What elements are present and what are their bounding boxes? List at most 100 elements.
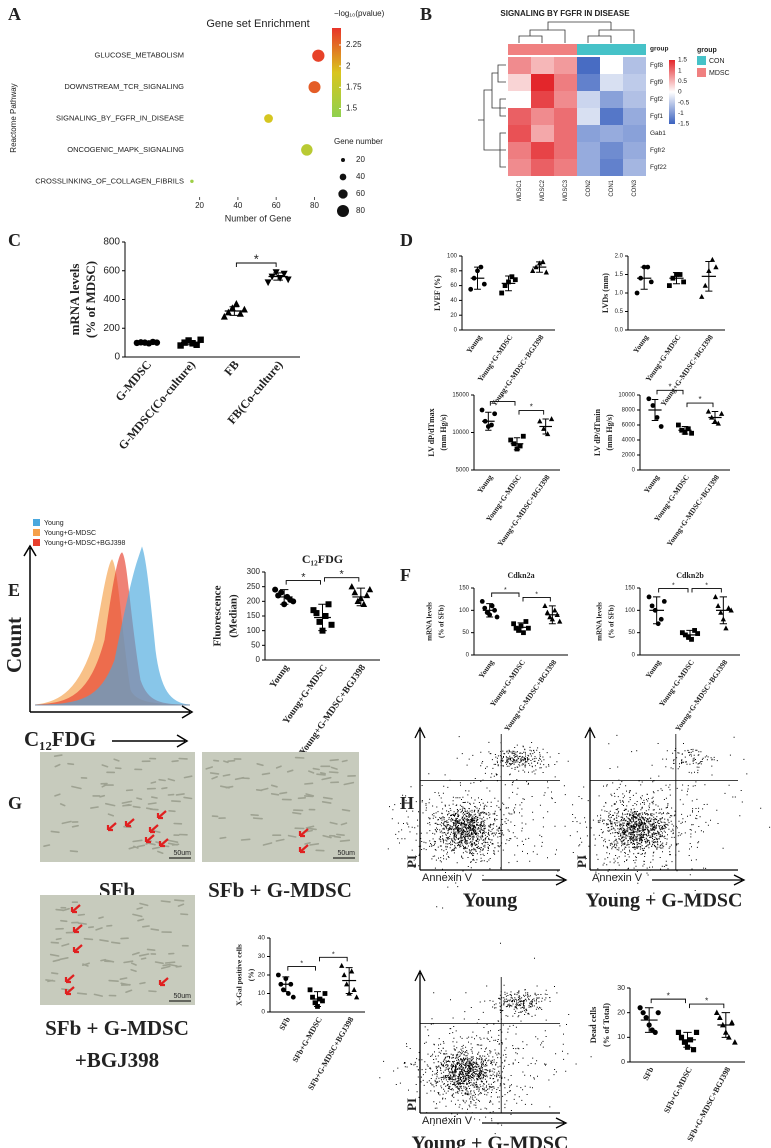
heatmap-cell bbox=[554, 125, 577, 142]
data-point bbox=[328, 621, 335, 628]
column-label: CON3 bbox=[632, 179, 638, 196]
panel-label: A bbox=[8, 4, 21, 24]
size-legend-label: 60 bbox=[356, 189, 365, 198]
data-point bbox=[695, 631, 701, 636]
color-bar bbox=[332, 28, 341, 117]
data-point bbox=[543, 269, 549, 275]
x-arrow bbox=[482, 874, 568, 886]
error-bar bbox=[548, 605, 556, 625]
data-point bbox=[513, 625, 519, 631]
data-point bbox=[310, 994, 315, 1000]
y-axis-label: Count bbox=[2, 617, 26, 673]
data-point bbox=[272, 586, 279, 593]
data-point bbox=[677, 272, 683, 277]
y-tick-label: 30 bbox=[617, 985, 625, 992]
panel-label: B bbox=[420, 4, 432, 24]
legend-swatch bbox=[697, 68, 706, 77]
cell-texture bbox=[45, 899, 189, 997]
data-point bbox=[655, 1010, 661, 1016]
heatmap-cell bbox=[508, 74, 531, 91]
y-axis-label: (% of SFb) bbox=[438, 604, 446, 638]
significance-bracket bbox=[686, 402, 714, 408]
data-point bbox=[520, 433, 526, 439]
heatmap-cell bbox=[508, 125, 531, 142]
heatmap-cell bbox=[508, 57, 531, 74]
error-bar bbox=[640, 266, 648, 290]
data-point bbox=[325, 601, 332, 608]
heatmap-cell bbox=[508, 142, 531, 159]
error-bar bbox=[513, 437, 521, 451]
data-point bbox=[316, 618, 323, 625]
significance-bracket bbox=[491, 592, 520, 597]
data-point bbox=[482, 605, 488, 611]
legend-swatch bbox=[33, 529, 40, 536]
data-point bbox=[284, 276, 292, 284]
y-tick-label: 10000 bbox=[618, 393, 635, 399]
y-axis-label: PI bbox=[574, 855, 589, 868]
data-point bbox=[312, 1000, 318, 1006]
data-point bbox=[349, 968, 355, 974]
legend-label: MDSC bbox=[709, 70, 730, 77]
heatmap-cell bbox=[623, 142, 646, 159]
data-point bbox=[718, 410, 725, 416]
heatmap-cell bbox=[600, 142, 623, 159]
row-label: Fgf2 bbox=[650, 96, 663, 103]
color-tick-label: 1.75 bbox=[346, 82, 362, 91]
data-point bbox=[521, 630, 526, 636]
heatmap-cell bbox=[577, 125, 600, 142]
y-tick-label: 5000 bbox=[456, 468, 470, 474]
data-point bbox=[552, 607, 558, 613]
row-label: Fgf9 bbox=[650, 79, 663, 86]
x-axis-label: Annexin V bbox=[422, 1115, 473, 1127]
data-point bbox=[679, 630, 685, 636]
column-label: CON2 bbox=[586, 179, 592, 196]
color-tick-label: 1.5 bbox=[346, 104, 358, 113]
data-point bbox=[715, 602, 721, 609]
chart-title: Cdkn2a bbox=[507, 571, 534, 580]
error-bar bbox=[517, 622, 525, 633]
y-axis-label: Dead cells bbox=[588, 1006, 598, 1043]
heatmap-cell bbox=[577, 159, 600, 176]
y-tick-label: 8000 bbox=[622, 408, 636, 414]
y-tick-label: 0 bbox=[632, 468, 636, 474]
y-tick-label: 150 bbox=[247, 611, 261, 620]
y-tick-label: 50 bbox=[628, 630, 635, 636]
data-point bbox=[275, 972, 281, 978]
micrograph-caption: SFb + G-MDSC bbox=[208, 878, 352, 902]
heatmap-cell bbox=[554, 159, 577, 176]
color-tick-label: -1 bbox=[678, 110, 684, 117]
heatmap-cell bbox=[577, 142, 600, 159]
size-legend-label: 80 bbox=[356, 206, 365, 215]
significance-label: * bbox=[535, 591, 538, 598]
heatmap-cell bbox=[623, 125, 646, 142]
data-point bbox=[489, 422, 494, 428]
group-bar-cell bbox=[623, 44, 646, 55]
flow-caption: Young + G-MDSC bbox=[586, 890, 743, 912]
micrograph-caption: +BGJ398 bbox=[75, 1048, 159, 1072]
color-tick-label: -0.5 bbox=[678, 99, 690, 106]
y-axis-label: PI bbox=[404, 855, 419, 868]
bubble bbox=[312, 49, 325, 62]
significance-bracket bbox=[324, 577, 360, 582]
panel-label: H bbox=[400, 793, 414, 813]
data-point bbox=[728, 1019, 735, 1025]
data-point bbox=[264, 279, 272, 287]
size-legend-marker bbox=[341, 158, 345, 162]
arrow bbox=[124, 818, 135, 828]
heatmap-cell bbox=[554, 74, 577, 91]
error-bar bbox=[711, 411, 719, 424]
data-point bbox=[685, 426, 691, 432]
bubble bbox=[190, 179, 194, 184]
heatmap-cell bbox=[531, 57, 554, 74]
data-point bbox=[540, 259, 546, 265]
arrow bbox=[144, 834, 155, 844]
error-bar bbox=[485, 411, 492, 431]
scale-bar-label: 50um bbox=[173, 993, 191, 1000]
panel-label: E bbox=[8, 580, 20, 600]
row-label: Fgf1 bbox=[650, 113, 663, 120]
y-axis-label: LV dP/dTmin bbox=[593, 408, 602, 455]
data-point bbox=[557, 618, 563, 624]
data-point bbox=[725, 605, 732, 611]
significance-bracket bbox=[658, 588, 689, 593]
color-tick-label: 1.5 bbox=[678, 57, 687, 64]
